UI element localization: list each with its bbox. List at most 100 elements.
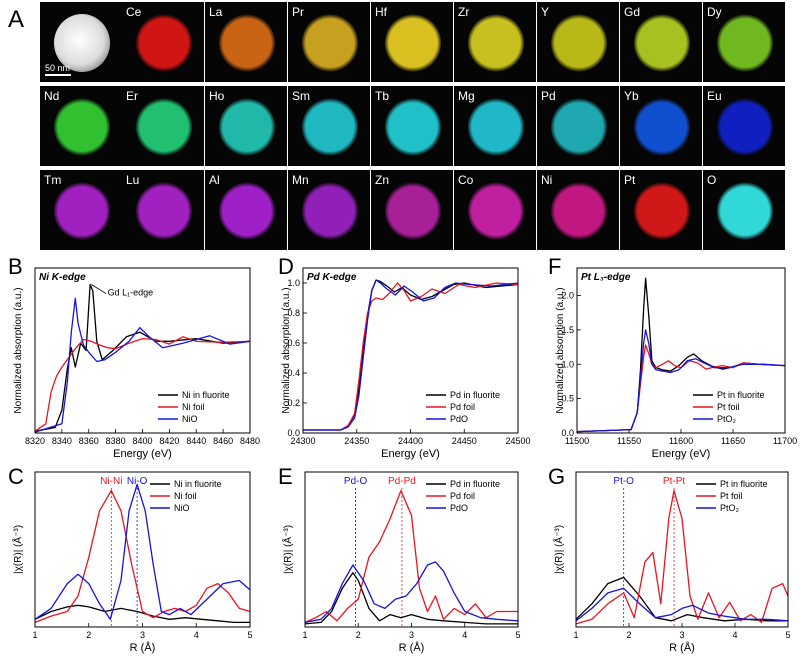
- eds-tile-ni: Ni: [537, 170, 619, 250]
- x-tick-label: 11700: [773, 436, 797, 446]
- particle-map: [136, 14, 192, 72]
- series-line-0: [34, 283, 251, 432]
- particle-map: [551, 182, 607, 240]
- eds-tile-er: Er: [122, 86, 204, 166]
- element-label: Pr: [292, 5, 304, 19]
- series-line-1: [304, 489, 518, 623]
- plot-frame: [576, 267, 786, 434]
- legend-label: Pt foil: [720, 491, 743, 501]
- element-label: Co: [458, 173, 474, 187]
- y-tick-label: 0.0: [561, 428, 574, 438]
- particle-map: [219, 182, 275, 240]
- legend-label: Pt foil: [717, 402, 740, 412]
- particle-map: [136, 182, 192, 240]
- particle-map: [717, 98, 773, 156]
- y-axis-label: |χ(R)| (Å⁻³): [281, 525, 294, 574]
- y-tick-label: 2.0: [561, 291, 574, 301]
- panel-letter: E: [278, 464, 293, 489]
- x-axis-label: R (Å): [130, 641, 156, 654]
- plot-frame: [302, 267, 519, 434]
- x-tick-label: 5: [515, 630, 520, 640]
- series-line-0: [575, 576, 788, 622]
- legend-label: Ni in fluorite: [174, 479, 222, 489]
- series-line-0: [303, 279, 519, 431]
- eds-tile-hf: Hf: [371, 2, 453, 82]
- legend-label: PdO: [450, 414, 468, 424]
- x-tick-label: 8440: [186, 436, 206, 446]
- x-tick-label: 3: [409, 630, 414, 640]
- eds-tile-ho: Ho: [205, 86, 287, 166]
- element-label: Hf: [375, 5, 387, 19]
- eds-tile-ce: Ce: [122, 2, 204, 82]
- y-tick-label: 1.5: [561, 325, 574, 335]
- panel-letter: B: [8, 254, 23, 279]
- eds-tile-lu: Lu: [122, 170, 204, 250]
- element-label: Lu: [126, 173, 140, 187]
- legend-label: Pd foil: [450, 402, 475, 412]
- scale-bar: [45, 74, 71, 76]
- legend-label: Ni in fluorite: [182, 390, 230, 400]
- element-label: Dy: [707, 5, 722, 19]
- x-tick-label: 1: [302, 630, 307, 640]
- particle-map: [468, 98, 524, 156]
- y-tick-label: 0.5: [561, 394, 574, 404]
- eds-tile-la: La: [205, 2, 287, 82]
- haadf-image-tile: 50 nm: [40, 2, 122, 82]
- eds-tile-pd: Pd: [537, 86, 619, 166]
- series-line-0: [34, 604, 250, 624]
- reference-line-label: Pd-O: [344, 476, 368, 487]
- series-line-2: [34, 297, 251, 433]
- x-axis-label: R (Å): [399, 641, 425, 654]
- x-tick-label: 4: [462, 630, 467, 640]
- particle-map: [551, 14, 607, 72]
- reference-line-label: Pt-O: [613, 476, 634, 487]
- eds-tile-yb: Yb: [620, 86, 702, 166]
- particle-map: [302, 182, 358, 240]
- legend-label: Pt in fluorite: [720, 479, 768, 489]
- reference-line-label: Ni-Ni: [100, 476, 122, 487]
- y-tick-label: 0.8: [287, 308, 300, 318]
- x-tick-label: 24500: [505, 436, 530, 446]
- panel-letter-a: A: [8, 6, 25, 33]
- series-line-0: [304, 572, 518, 625]
- x-tick-label: 3: [679, 630, 684, 640]
- x-tick-label: 4: [732, 630, 737, 640]
- plot-frame: [304, 471, 519, 628]
- annotation-label: Gd L₁-edge: [108, 288, 154, 298]
- element-label: Gd: [624, 5, 641, 19]
- y-tick-label: 0.4: [287, 368, 300, 378]
- legend-label: Pt in fluorite: [717, 390, 765, 400]
- eds-tile-pt: Pt: [620, 170, 702, 250]
- particle-map: [385, 98, 441, 156]
- y-axis-label: Normalized absorption (a.u.): [281, 287, 292, 413]
- eds-elemental-map-grid: 50 nm Ce La Pr Hf Zr Y Gd Dy Nd Er Ho Sm Tb Mg Pd Yb Eu Tm…: [40, 0, 800, 250]
- y-tick-label: 1.0: [287, 278, 300, 288]
- x-tick-label: 8360: [79, 436, 99, 446]
- eds-tile-pr: Pr: [288, 2, 370, 82]
- y-axis-label: Normalized absorption (a.u.): [555, 287, 566, 413]
- x-tick-label: 8420: [159, 436, 179, 446]
- element-label: Zn: [375, 173, 390, 187]
- chart-title: Pt L₃-edge: [581, 272, 631, 283]
- x-tick-label: 5: [247, 630, 252, 640]
- panel-letter: D: [278, 254, 294, 279]
- legend-label: PtO₂: [720, 503, 740, 513]
- y-tick-label: 0.2: [287, 398, 300, 408]
- y-tick-label: 0.0: [287, 428, 300, 438]
- element-label: Er: [126, 89, 138, 103]
- element-label: Mn: [292, 173, 309, 187]
- x-axis-label: Energy (eV): [652, 448, 711, 460]
- eds-tile-al: Al: [205, 170, 287, 250]
- reference-line-label: Pd-Pd: [388, 476, 416, 487]
- eds-tile-tb: Tb: [371, 86, 453, 166]
- element-label: Pd: [541, 89, 556, 103]
- scale-bar-label: 50 nm: [45, 63, 71, 73]
- legend-label: PdO: [450, 503, 468, 513]
- eds-tile-mn: Mn: [288, 170, 370, 250]
- eds-tile-y: Y: [537, 2, 619, 82]
- particle-map: [302, 14, 358, 72]
- particle-map: [302, 98, 358, 156]
- x-tick-label: 1: [573, 630, 578, 640]
- eds-tile-nd: Nd: [40, 86, 122, 166]
- particle-map: [54, 14, 110, 72]
